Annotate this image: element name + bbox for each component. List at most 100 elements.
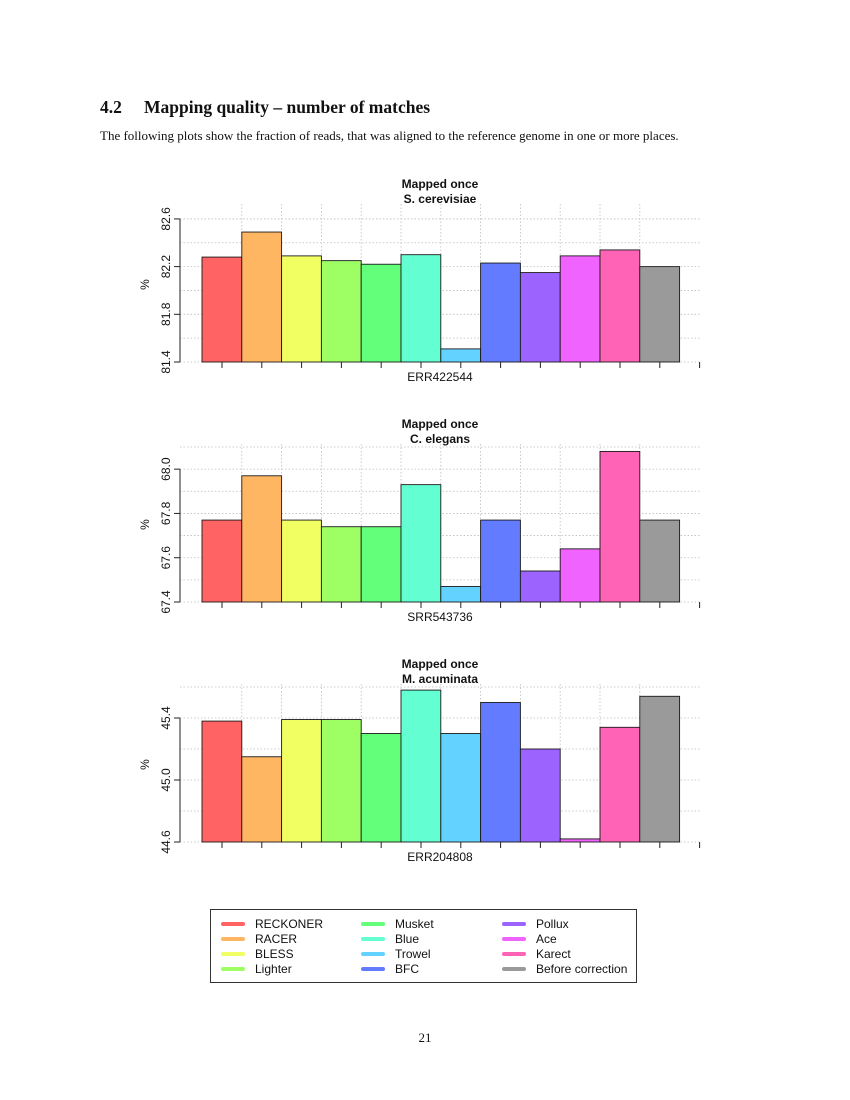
section-number: 4.2 — [100, 97, 122, 117]
bar-racer — [241, 475, 283, 603]
y-axis-label: % — [138, 519, 152, 530]
y-tick-label: 67.6 — [159, 546, 173, 570]
y-tick-label: 45.0 — [159, 768, 173, 792]
bar-ace — [559, 548, 601, 603]
bar-blue — [400, 254, 442, 363]
chart-legend: RECKONER RACER BLESS Lighter Musket Blue Trowe… — [210, 909, 637, 983]
bar-musket — [360, 526, 402, 603]
bar-lighter — [320, 260, 362, 363]
bar-reckoner — [201, 519, 243, 603]
legend-item-musket: Musket — [361, 917, 434, 932]
legend-label: RECKONER — [255, 917, 324, 931]
bar-pollux — [519, 272, 561, 363]
x-axis-label: ERR204808 — [407, 850, 473, 864]
legend-swatch — [361, 936, 385, 941]
chart-title: Mapped once — [402, 657, 479, 671]
bar-musket — [360, 733, 402, 843]
y-tick-label: 82.6 — [159, 207, 173, 231]
page-number: 21 — [418, 1030, 432, 1045]
bar-bfc — [480, 519, 521, 603]
chart-c-elegans: 67.4 67.6 67.8 68.0 SRR543736% Mapped onceC. … — [138, 417, 701, 624]
legend-item-lighter: Lighter — [221, 962, 292, 977]
bar-trowel — [440, 733, 482, 843]
bar-ace — [559, 255, 601, 363]
x-axis-label: SRR543736 — [407, 610, 473, 624]
bar-bless — [281, 719, 322, 843]
bar-karect — [599, 450, 641, 603]
chart-subtitle: S. cerevisiae — [404, 192, 477, 206]
bar-pollux — [519, 570, 561, 603]
y-tick-label: 82.2 — [159, 255, 173, 279]
bar-reckoner — [201, 720, 243, 843]
chart-subtitle: C. elegans — [410, 432, 470, 446]
y-tick-label: 81.8 — [159, 302, 173, 326]
legend-swatch — [361, 951, 385, 956]
legend-label: Blue — [395, 932, 420, 946]
y-tick-label: 67.4 — [159, 590, 173, 614]
bar-before-correction — [639, 266, 681, 363]
bar-trowel — [440, 348, 482, 363]
bar-pollux — [519, 748, 561, 843]
bar-lighter — [320, 719, 362, 843]
chart-title: Mapped once — [402, 417, 479, 431]
bar-ace — [559, 838, 601, 843]
legend-item-pollux: Pollux — [502, 917, 569, 932]
x-axis-label: ERR422544 — [407, 370, 473, 384]
legend-item-bless: BLESS — [221, 947, 294, 962]
legend-label: Ace — [536, 932, 557, 946]
bar-racer — [241, 231, 283, 363]
legend-item-trowel: Trowel — [361, 947, 431, 962]
section-title: Mapping quality – number of matches — [144, 97, 431, 117]
y-tick-label: 45.4 — [159, 706, 173, 730]
legend-swatch — [221, 966, 245, 971]
bar-bfc — [480, 702, 521, 843]
bar-karect — [599, 249, 641, 363]
legend-swatch — [221, 936, 245, 941]
legend-item-reckoner: RECKONER — [221, 917, 323, 932]
y-axis-label: % — [138, 279, 152, 290]
legend-swatch — [361, 966, 385, 971]
bar-before-correction — [639, 695, 681, 843]
legend-label: BFC — [395, 962, 419, 976]
legend-label: BLESS — [255, 947, 294, 961]
legend-label: Before correction — [536, 962, 628, 976]
y-tick-label: 81.4 — [159, 350, 173, 374]
legend-item-racer: RACER — [221, 932, 297, 947]
bar-before-correction — [639, 519, 681, 603]
bar-lighter — [320, 526, 362, 603]
legend-label: Musket — [395, 917, 434, 931]
section-heading: 4.2 Mapping quality – number of matches — [100, 97, 430, 118]
legend-swatch — [502, 936, 526, 941]
legend-swatch — [502, 951, 526, 956]
legend-swatch — [221, 951, 245, 956]
bar-blue — [400, 484, 442, 603]
bar-racer — [241, 756, 283, 843]
bar-bless — [281, 255, 322, 363]
chart-title: Mapped once — [402, 177, 479, 191]
legend-swatch — [502, 966, 526, 971]
legend-label: Karect — [536, 947, 571, 961]
legend-label: Pollux — [536, 917, 569, 931]
chart-s-cerevisiae: 81.4 81.8 82.2 82.6 ERR422544% Mapped onceS. … — [138, 177, 701, 384]
bar-blue — [400, 689, 442, 843]
legend-label: Lighter — [255, 962, 292, 976]
y-tick-label: 67.8 — [159, 501, 173, 525]
legend-label: Trowel — [395, 947, 431, 961]
bar-karect — [599, 726, 641, 843]
y-axis-label: % — [138, 759, 152, 770]
legend-item-ace: Ace — [502, 932, 557, 947]
bar-bless — [281, 519, 322, 603]
legend-swatch — [221, 921, 245, 926]
y-tick-label: 68.0 — [159, 457, 173, 481]
legend-item-bfc: BFC — [361, 962, 419, 977]
bar-bfc — [480, 262, 521, 363]
legend-item-karect: Karect — [502, 947, 571, 962]
legend-swatch — [361, 921, 385, 926]
legend-swatch — [502, 921, 526, 926]
bar-trowel — [440, 586, 482, 603]
y-tick-label: 44.6 — [159, 830, 173, 854]
bar-reckoner — [201, 256, 243, 363]
legend-item-blue: Blue — [361, 932, 419, 947]
legend-label: RACER — [255, 932, 298, 946]
